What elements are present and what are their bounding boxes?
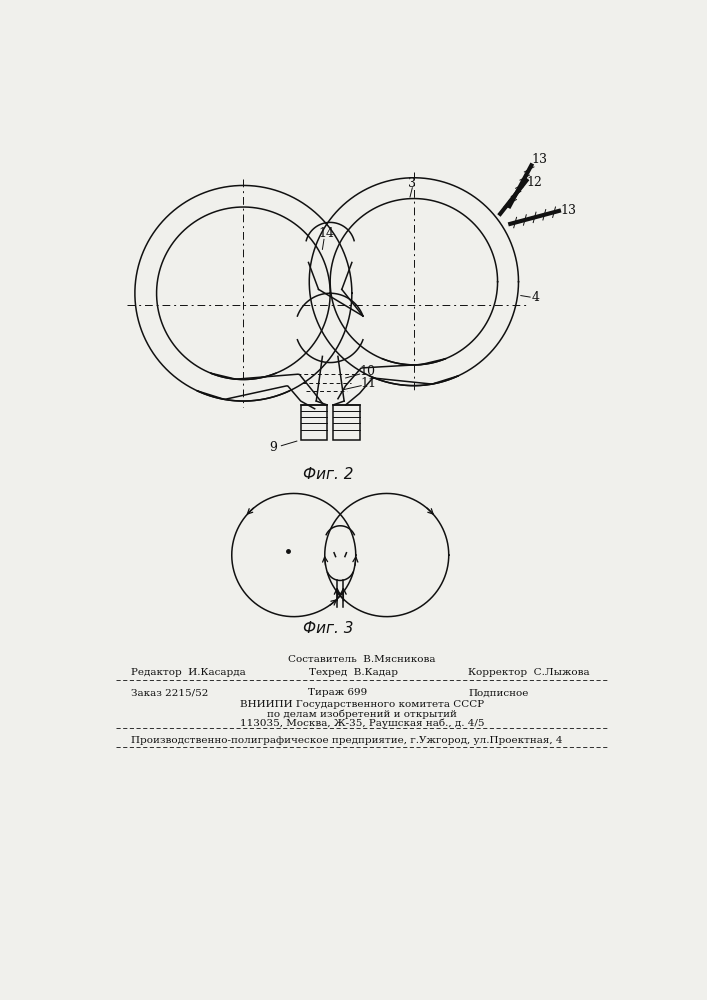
Text: Заказ 2215/52: Заказ 2215/52 — [131, 688, 209, 697]
Text: 4: 4 — [532, 291, 539, 304]
Text: 14: 14 — [318, 227, 334, 240]
Text: Тираж 699: Тираж 699 — [308, 688, 367, 697]
Text: Производственно-полиграфическое предприятие, г.Ужгород, ул.Проектная, 4: Производственно-полиграфическое предприя… — [131, 736, 563, 745]
Text: Корректор  С.Лыжова: Корректор С.Лыжова — [468, 668, 590, 677]
Text: 9: 9 — [269, 441, 278, 454]
Text: по делам изобретений и открытий: по делам изобретений и открытий — [267, 709, 457, 719]
Text: ВНИИПИ Государственного комитета СССР: ВНИИПИ Государственного комитета СССР — [240, 700, 484, 709]
Text: 13: 13 — [531, 153, 547, 166]
Text: Техред  В.Кадар: Техред В.Кадар — [309, 668, 398, 677]
Text: 3: 3 — [409, 177, 416, 190]
Text: Фиг. 2: Фиг. 2 — [303, 467, 354, 482]
Text: Фиг. 3: Фиг. 3 — [303, 621, 354, 636]
Text: 10: 10 — [359, 365, 375, 378]
Text: Подписное: Подписное — [468, 688, 529, 697]
Text: 113035, Москва, Ж-35, Раушская наб., д. 4/5: 113035, Москва, Ж-35, Раушская наб., д. … — [240, 718, 484, 728]
Text: Редактор  И.Касарда: Редактор И.Касарда — [131, 668, 246, 677]
Text: Составитель  В.Мясникова: Составитель В.Мясникова — [288, 655, 436, 664]
Text: 12: 12 — [526, 176, 542, 189]
Text: 11: 11 — [361, 377, 377, 390]
Text: 13: 13 — [560, 204, 576, 217]
